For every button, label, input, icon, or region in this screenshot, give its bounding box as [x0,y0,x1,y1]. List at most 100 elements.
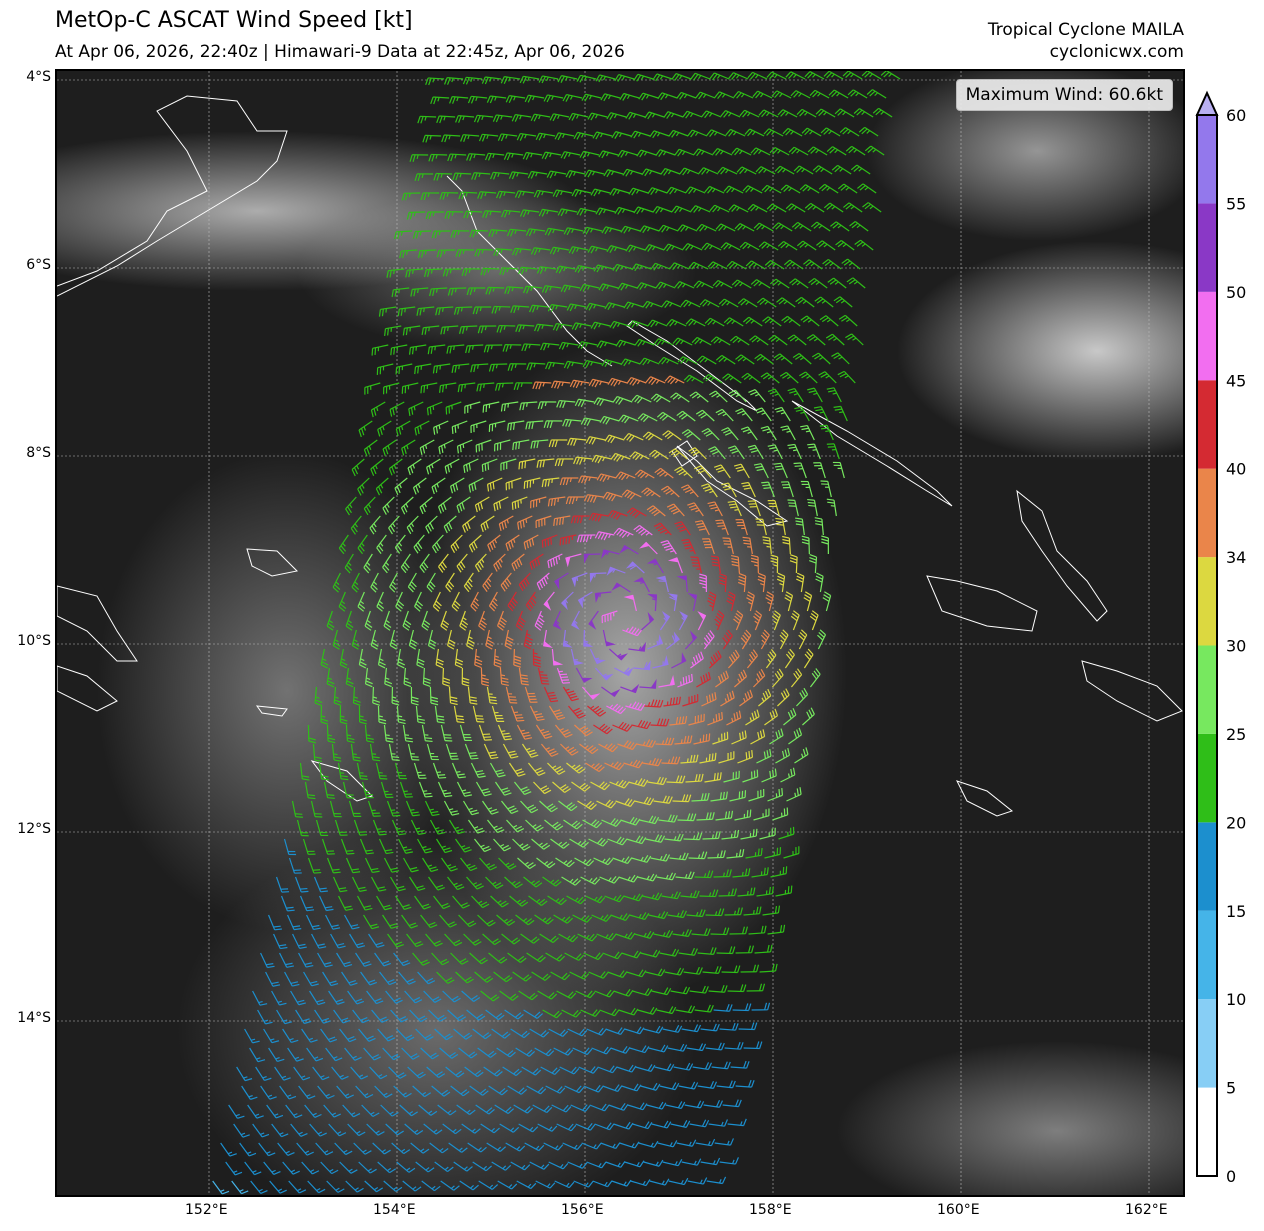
wind-barb [511,113,532,122]
wind-barb [691,792,710,802]
wind-barb [263,1161,281,1175]
wind-barb [707,591,717,612]
wind-barb [421,610,431,631]
wind-barb [821,535,829,555]
wind-barb [830,221,850,232]
wind-barb [518,458,536,470]
wind-barb [447,287,467,296]
wind-barb [716,1080,736,1089]
wind-barb [472,1161,492,1172]
wind-barb [642,757,662,767]
wind-barb [466,153,486,161]
wind-barb [382,1047,401,1061]
wind-barb [719,1157,739,1165]
wind-barb [604,434,625,444]
wind-barb [454,648,464,669]
wind-barb [550,971,571,981]
wind-barb [634,930,655,939]
wind-barb [586,1161,607,1169]
wind-barb [608,1102,629,1111]
wind-barb [312,1066,330,1081]
wind-barb [404,990,423,1004]
wind-barb [615,931,636,940]
wind-barb [728,389,747,403]
wind-barb [353,819,368,836]
wind-barb [599,1008,620,1017]
wind-barb [563,227,584,236]
wind-barb [428,876,445,891]
wind-barb [683,374,704,384]
wind-barb [504,876,523,889]
wind-barb [288,857,302,874]
wind-barb [445,401,462,415]
coastline [626,320,758,412]
wind-barb [369,743,381,762]
wind-barb [544,819,564,831]
wind-barb [737,572,747,593]
wind-barb [598,283,619,292]
wind-barb [464,401,481,414]
wind-barb [364,382,381,395]
wind-barb [751,867,769,878]
wind-barb [545,361,565,370]
wind-barb [377,1028,396,1042]
wind-barb [760,372,780,384]
wind-barb [628,641,647,652]
wind-barb [465,344,484,354]
wind-barb [647,319,668,328]
wind-barb [602,1084,623,1093]
wind-barb [563,360,584,369]
wind-barb [666,186,687,195]
wind-barb [524,94,545,103]
wind-barb [620,816,641,826]
wind-barb [363,496,376,516]
wind-barb [606,703,627,715]
wind-barb [370,572,379,593]
wind-barb [726,849,745,859]
wind-barb [555,265,576,274]
wind-barb [399,1104,419,1117]
wind-barb [638,1140,659,1148]
wind-barb [507,363,527,371]
wind-barb [585,436,606,445]
wind-barb [815,108,836,118]
wind-barb [440,610,450,631]
wind-barb [624,1026,645,1035]
wind-barb [391,819,407,836]
wind-barb [453,306,473,315]
wind-barb [416,838,433,854]
wind-barb [513,1104,534,1114]
wind-barb [466,1009,486,1021]
wind-barb [548,705,566,721]
wind-barb [543,686,559,703]
wind-barb [542,1009,563,1019]
wind-barb [512,439,530,451]
wind-barb [478,610,488,631]
wind-barb [763,128,784,137]
wind-barb [787,334,807,346]
wind-barb [292,933,307,949]
wind-barb [558,800,578,812]
wind-barb [498,515,514,532]
wind-barb [450,1085,470,1097]
wind-barb [515,1047,536,1057]
wind-barb [652,655,669,669]
wind-barb [722,629,733,650]
wind-barb [574,264,595,273]
wind-barb [410,287,429,297]
wind-barb [680,299,701,308]
wind-barb [745,848,763,859]
wind-barb [528,762,546,776]
wind-barb [607,836,628,846]
wind-barb [723,317,744,327]
wind-barb [687,1177,708,1185]
wind-barb [252,990,268,1006]
wind-barb [418,781,433,798]
wind-barb [688,851,708,860]
wind-barb [332,572,341,593]
wind-barb [416,648,425,669]
wind-barb [250,1180,268,1194]
wind-barb [374,952,391,967]
wind-barb [748,789,765,802]
wind-barb [764,847,782,859]
